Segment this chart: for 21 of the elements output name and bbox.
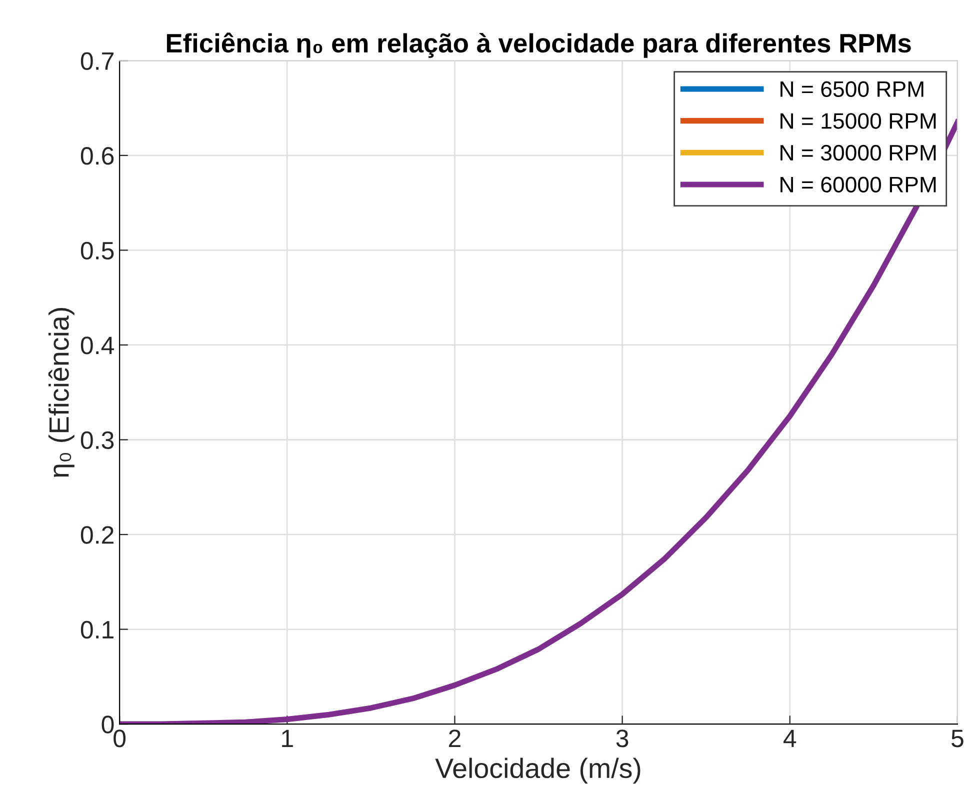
x-tick-label: 0 — [114, 730, 126, 748]
x-tick-label: 4 — [784, 730, 796, 748]
y-tick-label: 0.2 — [80, 526, 114, 544]
legend-label: N = 15000 RPM — [780, 113, 936, 129]
legend-label: N = 60000 RPM — [780, 176, 936, 192]
x-tick-label: 5 — [952, 730, 964, 748]
y-tick-label: 0.3 — [80, 431, 114, 450]
y-axis-title: η₀ (Eficiência) — [48, 308, 74, 477]
y-tick-label: 0 — [102, 716, 114, 734]
y-tick-label: 0.1 — [80, 620, 114, 639]
legend-label: N = 30000 RPM — [780, 144, 936, 161]
y-tick-label: 0.4 — [80, 336, 114, 354]
x-tick-label: 1 — [282, 730, 293, 748]
chart-title: Eficiência η₀ em relação à velocidade para diferentes RPMs — [166, 32, 911, 58]
x-axis-title: Velocidade (m/s) — [435, 758, 640, 784]
y-tick-label: 0.5 — [80, 242, 114, 260]
y-tick-label: 0.6 — [80, 147, 114, 165]
x-tick-label: 3 — [616, 730, 628, 748]
x-tick-label: 2 — [449, 730, 460, 748]
y-tick-label: 0.7 — [80, 52, 114, 70]
legend-label: N = 6500 RPM — [780, 81, 924, 97]
